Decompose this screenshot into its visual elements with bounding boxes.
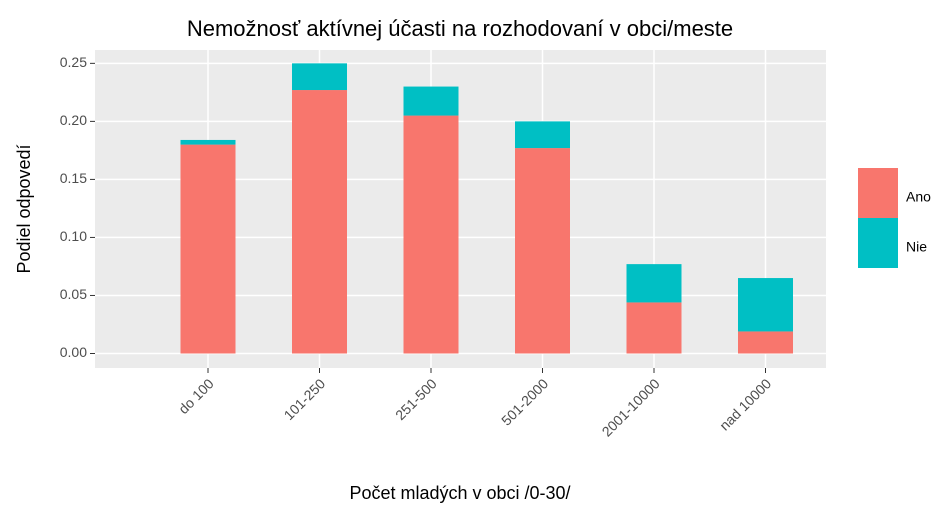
bar	[292, 63, 347, 91]
y-axis-title: Podiel odpovedí	[14, 144, 34, 273]
y-tick-label: 0.25	[60, 54, 87, 70]
legend-label: Nie	[906, 239, 927, 255]
bar	[515, 121, 570, 149]
bar	[403, 115, 459, 354]
legend-label: Ano	[906, 189, 931, 205]
bar	[738, 331, 793, 354]
bar	[292, 90, 347, 354]
x-tick-label: 501-2000	[498, 375, 551, 428]
bar	[626, 302, 682, 354]
bar	[180, 144, 236, 354]
bar	[403, 86, 459, 116]
x-axis-title: Počet mladých v obci /0-30/	[349, 483, 570, 503]
chart-title: Nemožnosť aktívnej účasti na rozhodovaní…	[187, 16, 733, 41]
y-tick-label: 0.05	[60, 286, 87, 302]
x-tick-label: nad 10000	[716, 375, 774, 433]
bar	[515, 148, 570, 354]
y-tick-label: 0.15	[60, 170, 87, 186]
legend-key	[858, 218, 898, 268]
y-tick-label: 0.20	[60, 112, 87, 128]
bar	[180, 139, 236, 145]
legend-key	[858, 168, 898, 218]
bar	[626, 264, 682, 303]
y-tick-label: 0.10	[60, 228, 87, 244]
x-tick-label: 2001-10000	[599, 375, 663, 439]
x-tick-label: 101-250	[281, 375, 329, 423]
y-tick-label: 0.00	[60, 344, 87, 360]
x-tick-label: 251-500	[392, 375, 440, 423]
x-tick-label: do 100	[175, 375, 217, 417]
bar	[738, 278, 793, 332]
